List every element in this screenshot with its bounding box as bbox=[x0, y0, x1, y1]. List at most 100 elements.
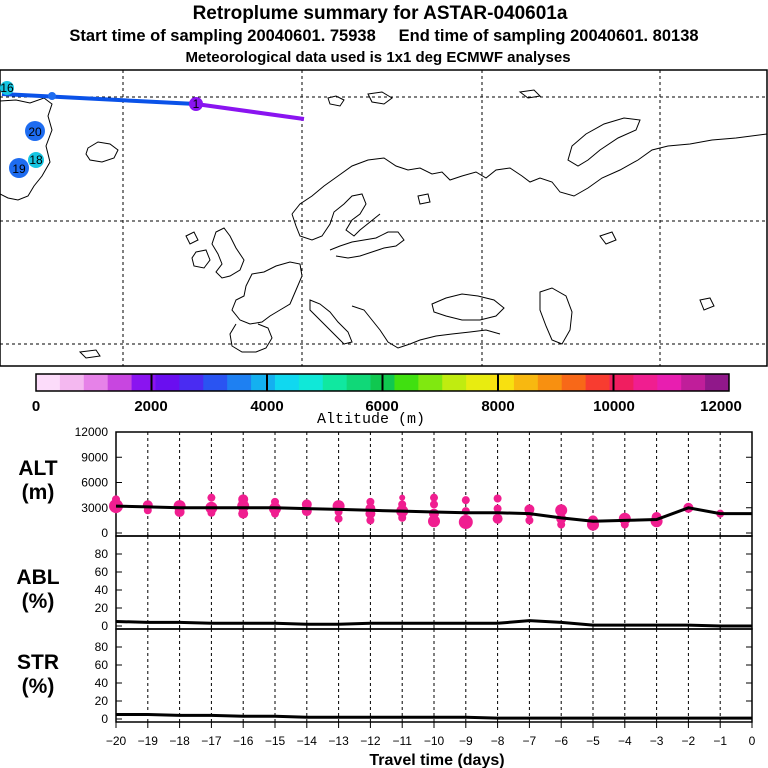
ytick-label: 60 bbox=[95, 658, 109, 672]
ytick-label: 20 bbox=[95, 694, 109, 708]
ytick-label: 12000 bbox=[75, 425, 109, 439]
str-label: STR (%) bbox=[17, 651, 59, 698]
track-point-16-label: 16 bbox=[0, 81, 14, 95]
colorbar-swatch-22 bbox=[561, 374, 587, 391]
ytick-label: 0 bbox=[101, 526, 108, 540]
plume-trajectory bbox=[1, 92, 305, 121]
altitude-colorbar bbox=[35, 373, 730, 392]
cb-tick-4000: 4000 bbox=[250, 398, 283, 415]
alt-point-29 bbox=[430, 493, 438, 502]
ytick-label: 3000 bbox=[81, 501, 108, 515]
alt-point-42 bbox=[555, 504, 568, 517]
alt-series-line bbox=[115, 504, 752, 523]
xtick-label: −10 bbox=[424, 734, 445, 748]
track-markers: 16 20 19 18 1 bbox=[0, 81, 203, 178]
colorbar-swatch-0 bbox=[36, 374, 61, 391]
track-point-19-label: 19 bbox=[12, 162, 26, 176]
alt-point-37 bbox=[493, 504, 502, 513]
alt-point-41 bbox=[525, 516, 534, 525]
alt-point-20 bbox=[334, 514, 343, 523]
colorbar-swatch-11 bbox=[298, 374, 324, 391]
cb-tick-0: 0 bbox=[32, 398, 40, 415]
x-axis-title: Travel time (days) bbox=[369, 752, 504, 768]
track-point-19-dot bbox=[9, 158, 29, 178]
colorbar-swatch-10 bbox=[274, 374, 300, 391]
xtick-label: −15 bbox=[265, 734, 286, 748]
alt-point-7 bbox=[207, 493, 216, 502]
xtick-label: −7 bbox=[523, 734, 537, 748]
track-point-18: 18 bbox=[28, 152, 44, 168]
colorbar-swatch-15 bbox=[394, 374, 419, 391]
xtick-label: −4 bbox=[618, 734, 632, 748]
cb-tick-12000: 12000 bbox=[700, 398, 742, 415]
abl-label: ABL (%) bbox=[16, 566, 59, 613]
ytick-label: 60 bbox=[95, 565, 109, 579]
colorbar-swatch-13 bbox=[346, 374, 372, 391]
alt-panel: 0 3000 6000 9000 12000 bbox=[75, 425, 753, 540]
str-series-line bbox=[116, 713, 752, 720]
xtick-label: −3 bbox=[650, 734, 664, 748]
colorbar-swatch-2 bbox=[83, 374, 109, 391]
ytick-label: 80 bbox=[95, 640, 109, 654]
colorbar-label: Altitude (m) bbox=[317, 411, 425, 428]
track-point-18-label: 18 bbox=[29, 153, 43, 167]
xtick-label: −2 bbox=[682, 734, 696, 748]
ytick-label: 20 bbox=[95, 601, 109, 615]
trajectory-purple-segment bbox=[195, 102, 305, 121]
alt-point-36 bbox=[493, 494, 502, 503]
xtick-label: −12 bbox=[360, 734, 381, 748]
track-point-16: 16 bbox=[0, 81, 14, 95]
colorbar-swatch-5 bbox=[155, 374, 180, 391]
alt-point-44 bbox=[557, 520, 566, 529]
cb-tick-2000: 2000 bbox=[134, 398, 167, 415]
trajectory-blue-segment bbox=[1, 92, 197, 106]
colorbar-swatch-20 bbox=[513, 374, 539, 391]
alt-point-24 bbox=[366, 516, 375, 525]
colorbar-swatch-1 bbox=[59, 374, 85, 391]
alt-point-9 bbox=[207, 508, 216, 517]
track-point-16-dot bbox=[0, 81, 14, 95]
xtick-label: 0 bbox=[749, 734, 756, 748]
colorbar-swatch-9 bbox=[251, 374, 276, 391]
colorbar-swatch-6 bbox=[179, 374, 204, 391]
xtick-label: −13 bbox=[328, 734, 349, 748]
alt-point-15 bbox=[271, 509, 279, 518]
track-point-19: 19 bbox=[9, 158, 29, 178]
colorbar-swatch-17 bbox=[442, 374, 467, 391]
alt-point-35 bbox=[458, 515, 473, 530]
ytick-label: 80 bbox=[95, 547, 109, 561]
track-dot-17 bbox=[48, 92, 56, 100]
xtick-label: −6 bbox=[554, 734, 568, 748]
map-panel: 16 20 19 18 1 bbox=[0, 69, 768, 367]
alt-point-21 bbox=[366, 497, 375, 506]
colorbar-tick-labels: 0 2000 4000 6000 8000 10000 12000 Altitu… bbox=[32, 398, 742, 428]
xtick-label: −18 bbox=[169, 734, 190, 748]
xtick-label: −19 bbox=[138, 734, 159, 748]
alt-point-33 bbox=[461, 496, 470, 505]
colorbar-swatch-23 bbox=[585, 374, 611, 391]
colorbar-swatch-7 bbox=[203, 374, 228, 391]
alt-label: ALT (m) bbox=[18, 457, 57, 504]
cb-tick-8000: 8000 bbox=[481, 398, 514, 415]
ytick-label: 6000 bbox=[81, 476, 108, 490]
colorbar-swatch-16 bbox=[418, 374, 443, 391]
track-point-20-label: 20 bbox=[28, 125, 42, 139]
colorbar-swatch-21 bbox=[537, 374, 563, 391]
track-point-20-dot bbox=[25, 121, 45, 141]
colorbar-swatch-27 bbox=[681, 374, 706, 391]
map-frame bbox=[0, 69, 768, 367]
alt-point-48 bbox=[620, 520, 629, 529]
colorbar-swatch-18 bbox=[466, 374, 491, 391]
alt-point-32 bbox=[428, 515, 440, 528]
xtick-label: −5 bbox=[586, 734, 600, 748]
xtick-label: −8 bbox=[491, 734, 505, 748]
ytick-label: 0 bbox=[101, 712, 108, 726]
sampling-times: Start time of sampling 20040601. 75938 E… bbox=[69, 27, 698, 45]
track-point-20: 20 bbox=[25, 121, 45, 141]
colorbar-swatch-28 bbox=[705, 374, 730, 391]
alt-point-30 bbox=[430, 500, 438, 509]
cb-tick-10000: 10000 bbox=[593, 398, 635, 415]
colorbar-swatch-25 bbox=[633, 374, 658, 391]
xtick-label: −16 bbox=[233, 734, 254, 748]
